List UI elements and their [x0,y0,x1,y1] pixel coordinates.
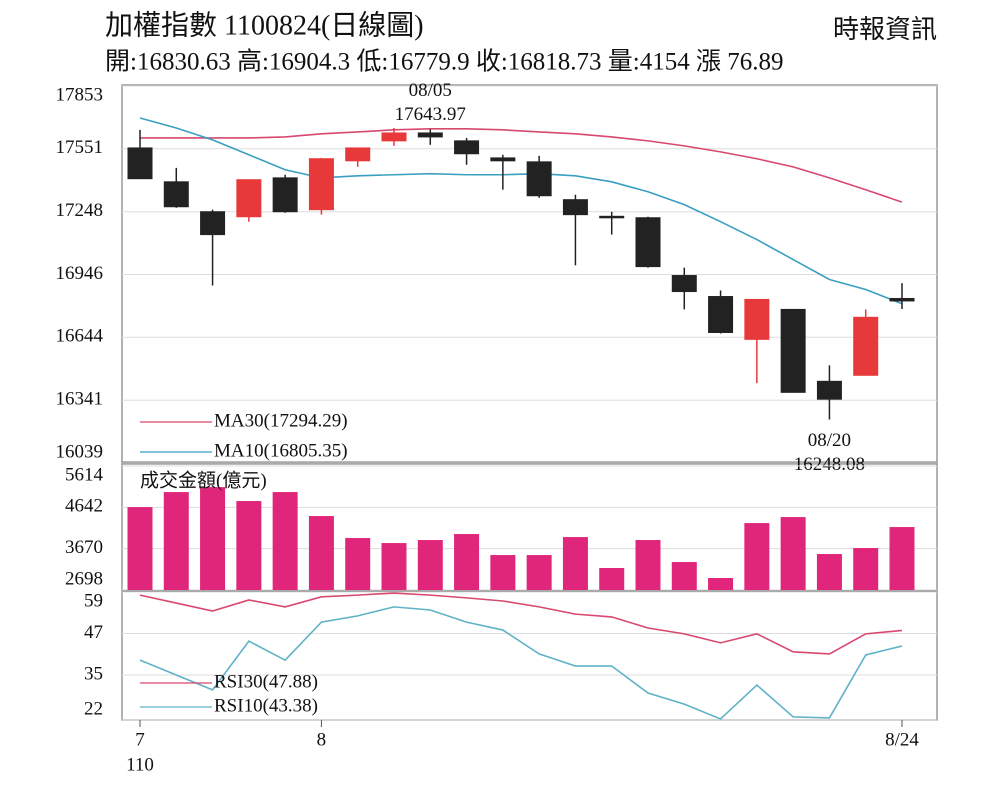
candle-body [599,215,625,219]
bar [671,562,697,590]
candle-body [526,161,552,197]
y-tick-label: 17551 [56,137,104,158]
candle-body [163,181,189,208]
summary: 開:16830.63 高:16904.3 低:16779.9 收:16818.7… [105,48,783,76]
bar [127,507,153,590]
bar [816,554,842,590]
candle-body [236,179,262,218]
annotation-date: 08/20 [808,430,851,451]
annotation-value: 17643.97 [395,104,466,125]
bar [163,492,189,590]
candle-body [671,275,697,293]
x-tick-label: 7 [135,729,145,750]
candle-body [708,296,734,333]
bar [744,523,770,590]
candle-body [853,316,879,376]
candle-body [635,217,661,268]
bar [236,501,262,590]
y-tick-label: 17853 [56,84,104,105]
y-tick-label: 2698 [65,568,103,589]
candle-body [345,147,371,162]
y-tick-label: 22 [84,698,103,719]
candle-body [780,308,806,393]
candle-body [889,297,915,302]
x-sublabel: 110 [126,754,154,775]
bar [345,538,371,590]
bar [490,555,516,590]
title: 加權指數 1100824(日線圖) [105,9,424,41]
series-line [139,117,903,305]
y-tick-label: 59 [84,590,103,611]
bar [200,487,226,590]
series-line [139,606,903,720]
series-line [139,592,903,655]
candle-body [454,140,480,155]
bar [599,568,625,590]
candle-body [127,147,153,180]
y-tick-label: 16341 [56,389,104,410]
bar [381,543,407,590]
bar [417,540,443,590]
y-tick-label: 47 [84,622,103,643]
candle-body [744,298,770,340]
bar [853,548,879,590]
candle-body [417,132,443,138]
y-tick-label: 3670 [65,537,103,558]
candle-body [381,132,407,142]
candle-body [308,158,334,211]
x-tick-label: 8 [317,729,327,750]
legend-label: RSI10(43.38) [214,695,318,716]
bar [454,534,480,590]
y-tick-label: 16644 [56,326,104,347]
legend-label: MA30(17294.29) [214,410,348,431]
bar [889,527,915,590]
y-tick-label: 17248 [56,200,104,221]
bar [635,540,661,590]
y-tick-label: 16039 [56,441,104,462]
series-line [140,128,903,203]
candle-body [272,177,298,213]
legend-label: MA10(16805.35) [214,440,348,461]
y-tick-label: 4642 [65,496,103,517]
legend-label: RSI30(47.88) [214,671,318,692]
candle-body [490,157,516,162]
bar [526,555,552,590]
bar [308,516,334,590]
candle-body [200,211,226,236]
bar [708,578,734,590]
candle-body [816,380,842,400]
annotation-value: 16248.08 [794,454,865,475]
bar [562,537,588,590]
y-tick-label: 35 [84,663,103,684]
y-tick-label: 5614 [65,464,104,485]
annotation-date: 08/05 [409,80,452,101]
y-tick-label: 16946 [56,263,104,284]
candle-body [562,199,588,216]
source: 時報資訊 [833,15,937,44]
bar [780,517,806,590]
bar [272,492,298,590]
panel-title: 成交金額(億元) [140,469,267,491]
x-tick-label: 8/24 [885,729,919,750]
